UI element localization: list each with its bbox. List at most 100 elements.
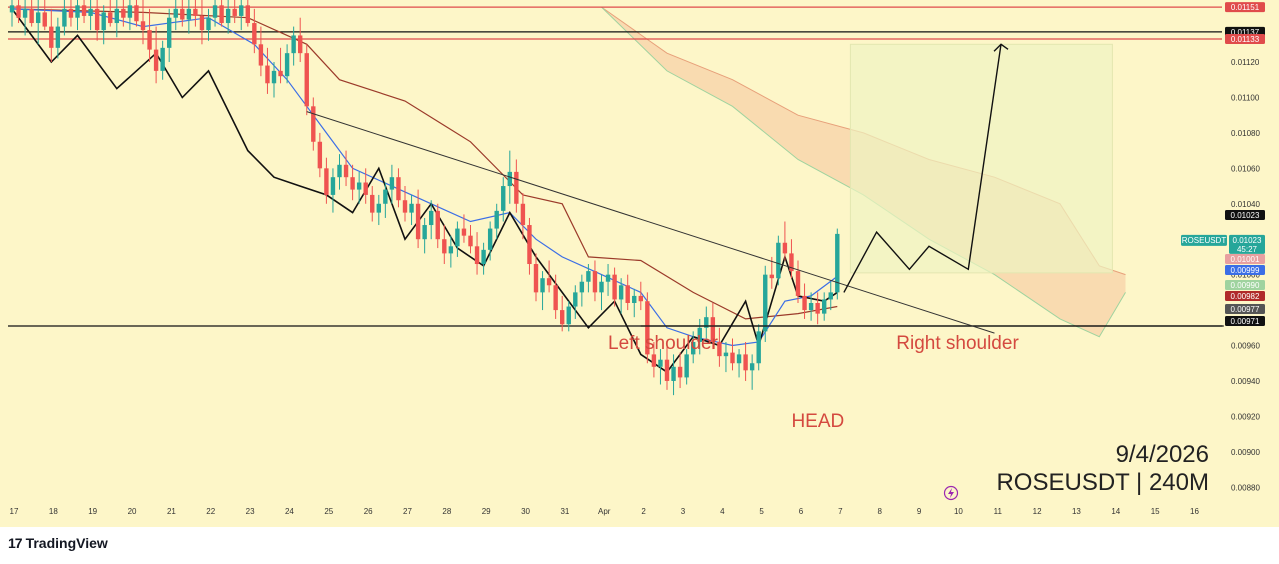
last-price-badge-bg <box>1229 234 1265 254</box>
candle-body <box>612 274 617 300</box>
candle-body <box>553 285 558 311</box>
price-tag-5-bg <box>1225 304 1265 314</box>
price-tick-label: 0.00940 <box>1231 377 1260 386</box>
pattern-annotations: Left shoulder HEAD Right shoulder <box>608 333 1019 432</box>
candle-body <box>108 12 113 24</box>
time-tick-label: 11 <box>994 507 1003 516</box>
candle-body <box>638 295 643 302</box>
candle-body <box>822 299 827 314</box>
price-tick-label: 0.01040 <box>1231 200 1260 209</box>
drawings <box>306 43 1224 334</box>
candle-body <box>723 352 729 357</box>
time-tick-label: 20 <box>128 507 137 516</box>
tradingview-logo[interactable]: 17 TradingView <box>8 535 108 551</box>
tradingview-wordmark: TradingView <box>25 535 108 551</box>
candle-body <box>677 366 683 378</box>
last-price: 0.01023 <box>1233 236 1262 245</box>
candle-body <box>180 8 185 20</box>
candlesticks <box>9 0 840 396</box>
candle-body <box>252 23 257 45</box>
candle-body <box>455 228 460 247</box>
candle-body <box>127 5 133 18</box>
price-tick-label: 0.00960 <box>1231 342 1260 351</box>
candle-body <box>435 210 440 240</box>
candle-body <box>533 264 539 293</box>
candle-body <box>763 274 768 332</box>
candle-body <box>49 26 54 48</box>
candle-body <box>304 53 309 107</box>
candle-body <box>487 228 493 250</box>
candle-body <box>94 8 100 31</box>
candle-body <box>658 359 663 367</box>
candle-body <box>396 177 401 201</box>
candle-body <box>586 271 591 282</box>
candle-body <box>363 182 368 195</box>
candle-body <box>645 301 650 355</box>
annotation-2: Right shoulder <box>896 333 1019 354</box>
candle-body <box>546 278 552 286</box>
candle-body <box>710 317 716 342</box>
candle-body <box>219 5 224 24</box>
price-tick-label: 0.00920 <box>1231 412 1260 421</box>
time-tick-label: 25 <box>324 507 333 516</box>
candle-body <box>769 274 774 279</box>
candle-body <box>42 12 47 27</box>
candle-body <box>684 354 689 378</box>
candle-body <box>409 203 414 213</box>
time-tick-label: 5 <box>759 507 764 516</box>
candle-body <box>756 331 761 364</box>
candle-body <box>376 203 381 213</box>
candle-body <box>225 8 231 24</box>
candle-body <box>265 65 270 84</box>
candle-body <box>271 70 277 84</box>
time-tick-label: 23 <box>246 507 255 516</box>
price-tick-label: 0.01080 <box>1231 129 1260 138</box>
candle-body <box>356 182 362 190</box>
time-tick-label: 14 <box>1111 507 1120 516</box>
candle-body <box>802 295 807 311</box>
time-tick-label: 30 <box>521 507 530 516</box>
time-tick-label: 29 <box>482 507 491 516</box>
candle-body <box>808 303 814 311</box>
candle-body <box>9 5 15 13</box>
candle-body <box>514 171 519 204</box>
price-tick-label: 0.01120 <box>1231 58 1260 67</box>
candle-body <box>560 310 565 325</box>
candle-body <box>566 306 571 325</box>
candle-body <box>278 70 283 77</box>
price-tag-2: 0.00999 <box>1231 266 1260 275</box>
level-tag-2: 0.01133 <box>1231 35 1260 44</box>
candle-body <box>114 8 119 24</box>
candle-body <box>173 8 178 18</box>
candle-body <box>540 278 545 293</box>
time-tick-label: 6 <box>799 507 804 516</box>
candle-body <box>461 228 467 236</box>
price-chart[interactable]: Left shoulder HEAD Right shoulder 0.01120 0… <box>0 0 1279 527</box>
price-tick-label: 0.01060 <box>1231 164 1260 173</box>
price-tick-label: 0.00880 <box>1231 483 1260 492</box>
candle-body <box>311 106 316 142</box>
candle-body <box>573 292 578 307</box>
alert-icon[interactable] <box>943 485 959 501</box>
time-tick-label: 3 <box>681 507 686 516</box>
price-tag-6: 0.00971 <box>1231 317 1260 326</box>
footer: 17 TradingView <box>0 527 1279 564</box>
candle-body <box>317 141 323 169</box>
time-tick-label: 7 <box>838 507 843 516</box>
candle-body <box>193 8 198 16</box>
candle-body <box>632 295 637 303</box>
candle-body <box>815 303 820 314</box>
candle-body <box>199 15 205 31</box>
projection-arrowhead <box>993 43 1009 52</box>
candle-body <box>370 194 375 213</box>
time-tick-label: 10 <box>954 507 963 516</box>
annotation-0: Left shoulder <box>608 333 719 354</box>
level-tag-0: 0.01151 <box>1231 3 1260 12</box>
candle-body <box>337 164 342 178</box>
time-tick-label: 21 <box>167 507 176 516</box>
candle-body <box>579 281 585 293</box>
time-tick-label: 18 <box>49 507 58 516</box>
candle-body <box>795 271 801 296</box>
candle-body <box>494 210 499 229</box>
